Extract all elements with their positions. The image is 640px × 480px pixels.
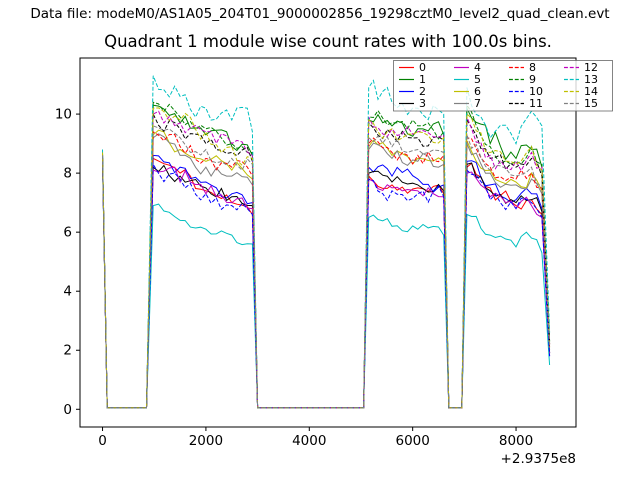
- y-tick-label: 8: [63, 166, 72, 182]
- axes-frame: [79, 57, 577, 428]
- x-tick-label: 8000: [499, 433, 533, 449]
- legend-label-12: 12: [584, 61, 598, 74]
- series-line-10: [102, 158, 551, 409]
- x-tick-label: 4000: [292, 433, 326, 449]
- legend-label-11: 11: [529, 97, 543, 110]
- x-tick-label: 2000: [189, 433, 223, 449]
- series-line-4: [102, 158, 551, 409]
- legend-label-3: 3: [419, 97, 426, 110]
- legend-label-0: 0: [419, 61, 426, 74]
- series-line-11: [102, 113, 551, 409]
- legend-label-5: 5: [474, 73, 481, 86]
- y-tick-label: 10: [55, 107, 72, 123]
- series-line-2: [102, 154, 551, 409]
- series-line-0: [102, 155, 551, 409]
- legend-label-7: 7: [474, 97, 481, 110]
- legend-label-1: 1: [419, 73, 426, 86]
- series-line-5: [102, 161, 551, 409]
- chart-title: Quadrant 1 module wise count rates with …: [104, 32, 552, 51]
- datafile-label: Data file: modeM0/AS1A05_204T01_90000028…: [30, 6, 610, 22]
- legend-label-9: 9: [529, 73, 536, 86]
- y-tick-label: 6: [63, 225, 72, 241]
- y-tick-label: 0: [63, 402, 72, 418]
- x-tick-label: 6000: [395, 433, 429, 449]
- x-tick-label: 0: [98, 433, 107, 449]
- y-tick-label: 2: [63, 343, 72, 359]
- series-line-3: [102, 158, 551, 409]
- legend-label-10: 10: [529, 85, 543, 98]
- y-tick-label: 4: [63, 284, 72, 300]
- x-axis-offset-label: +2.9375e8: [501, 451, 576, 467]
- legend-label-15: 15: [584, 97, 598, 110]
- series-line-6: [102, 129, 551, 409]
- series-line-14: [102, 107, 551, 409]
- legend-label-6: 6: [474, 85, 481, 98]
- series-line-15: [102, 125, 551, 409]
- legend-box: [393, 60, 613, 112]
- series-line-12: [102, 110, 551, 409]
- series-line-1: [102, 104, 551, 409]
- series-line-7: [102, 133, 551, 409]
- series-line-9: [102, 101, 551, 409]
- series-line-8: [102, 130, 551, 409]
- series-line-13: [102, 75, 551, 409]
- legend-label-14: 14: [584, 85, 598, 98]
- legend-label-4: 4: [474, 61, 481, 74]
- legend-label-13: 13: [584, 73, 598, 86]
- legend-label-2: 2: [419, 85, 426, 98]
- legend-label-8: 8: [529, 61, 536, 74]
